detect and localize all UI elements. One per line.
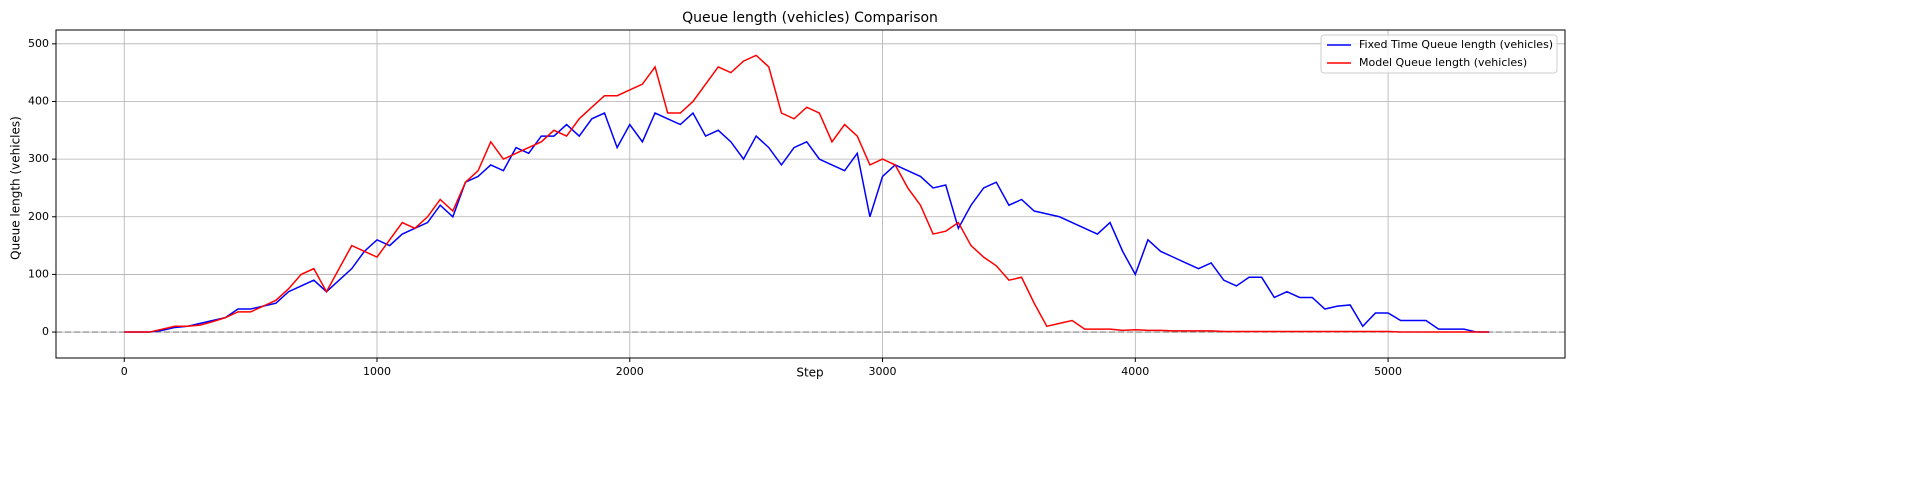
legend-label: Model Queue length (vehicles) [1359,56,1527,69]
y-tick-label: 400 [28,94,49,107]
x-tick-label: 4000 [1121,365,1149,378]
x-tick-label: 3000 [869,365,897,378]
legend: Fixed Time Queue length (vehicles) Model … [1320,34,1558,74]
x-tick-label: 0 [121,365,128,378]
y-tick-label: 200 [28,210,49,223]
legend-box [1320,34,1558,74]
y-tick-label: 500 [28,37,49,50]
x-axis-label: Step [796,366,823,380]
plot-frame [55,29,1566,359]
legend-label: Fixed Time Queue length (vehicles) [1359,38,1553,51]
chart-title: Queue length (vehicles) Comparison [682,10,938,26]
series-line [124,54,1490,333]
series-line [124,111,1490,333]
y-tick-label: 0 [42,325,49,338]
y-tick-label: 300 [28,152,49,165]
x-tick-label: 1000 [363,365,391,378]
x-tick-label: 2000 [616,365,644,378]
y-tick-label: 100 [28,267,49,280]
x-tick-label: 5000 [1374,365,1402,378]
y-axis-label: Queue length (vehicles) [9,116,23,260]
